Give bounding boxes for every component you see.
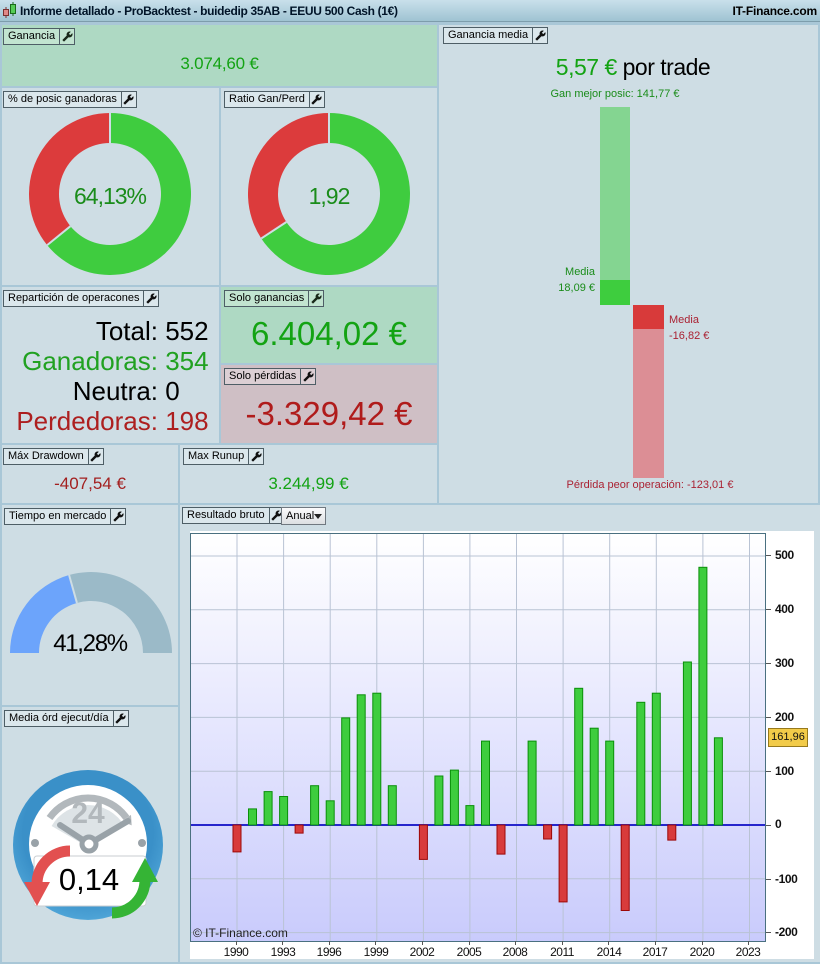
svg-text:0,14: 0,14 (59, 862, 119, 897)
svg-text:1,92: 1,92 (309, 183, 350, 209)
svg-text:64,13%: 64,13% (74, 183, 147, 209)
